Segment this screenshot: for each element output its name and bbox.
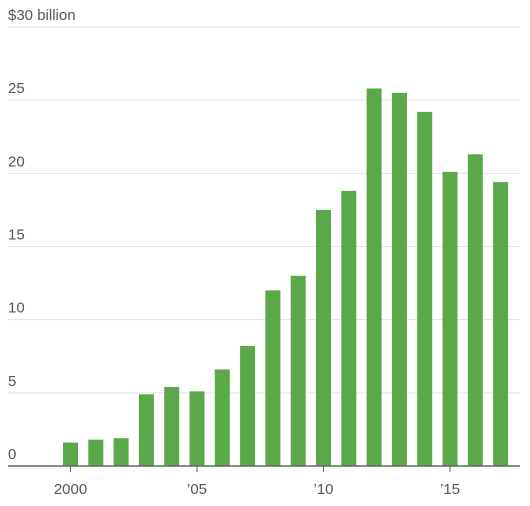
bar-2002	[113, 438, 129, 466]
bar-2013	[391, 92, 407, 466]
x-tick-label-2010: ’10	[313, 481, 333, 498]
y-tick-label-30: $30 billion	[8, 7, 76, 24]
bar-2004	[164, 386, 180, 466]
x-tick-label-2015: ’15	[440, 481, 460, 498]
bar-2007	[240, 346, 256, 466]
x-axis-ticks: 2000 ’05 ’10 ’15	[54, 466, 460, 498]
bar-2009	[290, 275, 306, 466]
bar-2017	[493, 182, 509, 466]
bar-2005	[189, 391, 205, 466]
y-tick-label-25: 25	[8, 80, 25, 97]
x-tick-label-2005: ’05	[187, 481, 207, 498]
y-tick-label-5: 5	[8, 373, 16, 390]
y-tick-label-0: 0	[8, 446, 16, 463]
bar-2016	[467, 154, 483, 466]
bar-2001	[88, 439, 104, 466]
x-tick-label-2000: 2000	[54, 481, 87, 498]
bar-2008	[265, 290, 281, 466]
bar-2014	[417, 111, 433, 466]
gridlines	[8, 26, 520, 394]
bar-2012	[366, 88, 382, 467]
y-tick-label-15: 15	[8, 227, 25, 244]
bar-2011	[341, 190, 357, 467]
y-tick-label-20: 20	[8, 153, 25, 170]
y-axis-labels: 0 5 10 15 20 25 $30 billion	[8, 7, 76, 463]
y-tick-label-10: 10	[8, 300, 25, 317]
bar-2006	[214, 369, 230, 466]
bar-2015	[442, 171, 458, 466]
bar-2003	[138, 394, 154, 466]
bars	[63, 88, 509, 467]
bar-2010	[316, 209, 331, 466]
bar-2000	[63, 442, 78, 466]
